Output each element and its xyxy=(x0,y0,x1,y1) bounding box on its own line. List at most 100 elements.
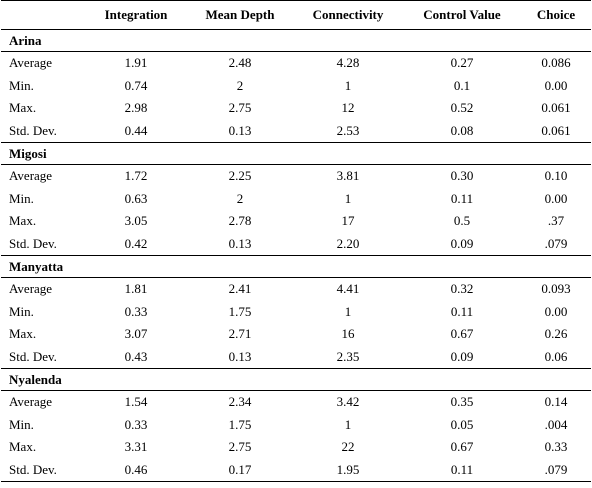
table-cell: 0.33 xyxy=(544,439,568,455)
row-label: Std. Dev. xyxy=(1,345,85,369)
table-body: Arina Average 1.91 2.48 4.28 0.27 0.086 Min. 0.7… xyxy=(1,29,591,482)
table-cell: 2.48 xyxy=(228,55,252,71)
table-cell: 0.33 xyxy=(124,303,148,319)
table-row: Std. Dev. 0.43 0.13 2.35 0.09 0.06 xyxy=(1,345,591,369)
row-label: Min. xyxy=(9,303,34,319)
table-cell: 0.46 xyxy=(85,458,187,482)
table-cell: 0.5 xyxy=(453,213,471,229)
table-cell: 12 xyxy=(341,100,355,116)
row-label: Min. xyxy=(9,190,34,206)
row-label: Max. xyxy=(9,100,37,116)
row-label: Max. xyxy=(9,439,37,455)
table-cell: 2 xyxy=(236,77,244,93)
table-cell: 0.26 xyxy=(544,326,568,342)
table-cell: 0.1 xyxy=(453,77,471,93)
table-cell: 0.30 xyxy=(450,168,474,184)
table-cell: 1.81 xyxy=(124,281,148,297)
row-label: Average xyxy=(9,281,53,297)
group-row: Nyalenda xyxy=(1,368,591,391)
table-cell: 0.35 xyxy=(450,394,474,410)
row-label: Std. Dev. xyxy=(1,232,85,256)
table-cell: 0.11 xyxy=(403,458,521,482)
table-cell: 16 xyxy=(341,326,355,342)
table-row: Max. 3.31 2.75 22 0.67 0.33 xyxy=(1,436,591,459)
table-cell: 0.74 xyxy=(124,77,148,93)
row-label: Max. xyxy=(9,326,37,342)
row-label: Std. Dev. xyxy=(1,458,85,482)
table-row: Min. 0.33 1.75 1 0.11 0.00 xyxy=(1,301,591,324)
table-row: Std. Dev. 0.42 0.13 2.20 0.09.079 xyxy=(1,232,591,256)
table-cell: 2.75 xyxy=(228,439,252,455)
table-cell: 17 xyxy=(341,213,355,229)
table-cell: 0.13 xyxy=(187,119,293,143)
column-header-integration: Integration xyxy=(85,0,187,30)
table-cell: 1 xyxy=(344,303,352,319)
table-cell: 2 xyxy=(236,190,244,206)
table-cell: .37 xyxy=(547,213,565,229)
table-cell: 2.41 xyxy=(228,281,252,297)
table-cell: 1.91 xyxy=(124,55,148,71)
table-cell: 2.35 xyxy=(293,345,403,369)
group-row: Arina xyxy=(1,29,591,52)
group-row: Manyatta xyxy=(1,255,591,278)
row-label: Std. Dev. xyxy=(1,119,85,143)
group-name: Nyalenda xyxy=(1,368,591,391)
table-cell: 0.32 xyxy=(450,281,474,297)
table-row: Std. Dev. 0.46 0.17 1.95 0.11.079 xyxy=(1,458,591,482)
table-cell: 4.41 xyxy=(336,281,360,297)
table-cell: 2.98 xyxy=(124,100,148,116)
table-cell: 0.08 xyxy=(403,119,521,143)
column-header-connectivity: Connectivity xyxy=(293,0,403,30)
table-cell: 0.52 xyxy=(450,100,474,116)
table-row: Std. Dev. 0.44 0.13 2.53 0.08 0.061 xyxy=(1,119,591,143)
table-row: Average 1.72 2.25 3.81 0.30 0.10 xyxy=(1,165,591,188)
table-cell: .079 xyxy=(521,458,591,482)
table-cell: .079 xyxy=(521,232,591,256)
table-cell: 1 xyxy=(344,416,352,432)
column-header-choice: Choice xyxy=(521,0,591,30)
table-cell: 1 xyxy=(344,77,352,93)
table-cell: 2.78 xyxy=(228,213,252,229)
table-row: Average 1.81 2.41 4.41 0.32 0.093 xyxy=(1,278,591,301)
table-cell: 2.34 xyxy=(228,394,252,410)
group-name: Arina xyxy=(1,29,591,52)
table-cell: 0.17 xyxy=(187,458,293,482)
group-name: Manyatta xyxy=(1,255,591,278)
table-cell: 2.75 xyxy=(228,100,252,116)
table-cell: 0.061 xyxy=(541,100,571,116)
table-cell: 0.67 xyxy=(450,326,474,342)
header-row: Integration Mean Depth Connectivity Cont… xyxy=(1,0,591,30)
table-cell: 3.07 xyxy=(124,326,148,342)
table-row: Max. 3.07 2.71 16 0.67 0.26 xyxy=(1,323,591,346)
column-header-control-value: Control Value xyxy=(403,0,521,30)
table-cell: 0.061 xyxy=(521,119,591,143)
column-header xyxy=(1,0,85,30)
table-cell: 0.09 xyxy=(403,345,521,369)
column-header-mean-depth: Mean Depth xyxy=(187,0,293,30)
table-cell: 22 xyxy=(341,439,355,455)
table-cell: 0.33 xyxy=(124,416,148,432)
row-label: Average xyxy=(9,168,53,184)
table-cell: 1.95 xyxy=(293,458,403,482)
table-cell: 0.11 xyxy=(450,303,474,319)
table-row: Min. 0.33 1.75 1 0.05 .004 xyxy=(1,414,591,437)
row-label: Average xyxy=(9,55,53,71)
table-cell: 0.086 xyxy=(541,55,571,71)
table-cell: 4.28 xyxy=(336,55,360,71)
group-row: Migosi xyxy=(1,142,591,165)
table-cell: 1.54 xyxy=(124,394,148,410)
table-row: Average 1.54 2.34 3.42 0.35 0.14 xyxy=(1,391,591,414)
row-label: Max. xyxy=(9,213,37,229)
table-cell: 1.72 xyxy=(124,168,148,184)
row-label: Average xyxy=(9,394,53,410)
table-row: Max. 3.05 2.78 17 0.5 .37 xyxy=(1,210,591,233)
table-row: Min. 0.74 2 1 0.1 0.00 xyxy=(1,75,591,98)
table-cell: 0.43 xyxy=(85,345,187,369)
table-cell: 0.093 xyxy=(541,281,571,297)
table-cell: 1.75 xyxy=(228,416,252,432)
table-cell: 1 xyxy=(344,190,352,206)
table-cell: 1.75 xyxy=(228,303,252,319)
table-cell: 0.11 xyxy=(450,190,474,206)
table-cell: 0.00 xyxy=(544,190,568,206)
